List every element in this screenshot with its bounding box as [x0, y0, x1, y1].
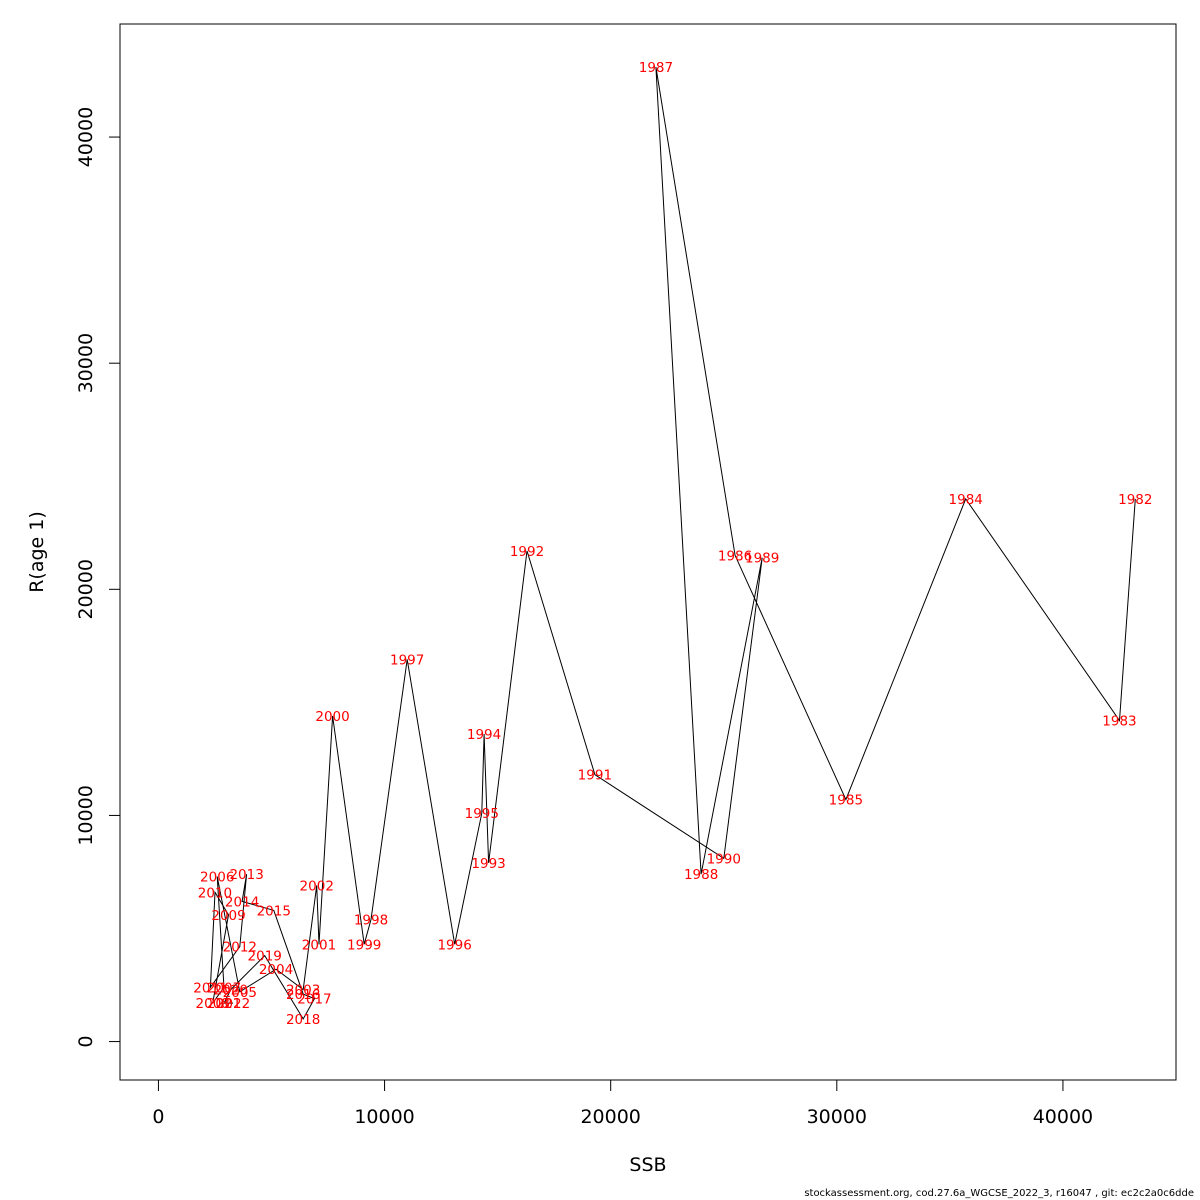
point-label-2004: 2004 — [259, 962, 293, 978]
x-tick-label: 10000 — [354, 1106, 414, 1128]
point-label-1998: 1998 — [354, 912, 388, 928]
series-line — [209, 66, 1136, 1020]
point-label-1997: 1997 — [390, 652, 424, 668]
point-label-2014: 2014 — [225, 894, 259, 910]
point-label-2017: 2017 — [297, 992, 331, 1008]
point-label-2019: 2019 — [248, 949, 282, 965]
point-labels: 1982 1983 1984 1985 1986 1987 1988 1989 1990 1991… — [193, 60, 1152, 1028]
y-tick-label: 20000 — [75, 559, 97, 619]
point-label-2000: 2000 — [315, 709, 349, 725]
point-label-2006: 2006 — [200, 869, 234, 885]
x-tick-label: 40000 — [1033, 1106, 1093, 1128]
x-tick-label: 20000 — [580, 1106, 640, 1128]
point-label-2003: 2003 — [286, 983, 320, 999]
y-axis: 0 10000 20000 30000 40000 — [75, 107, 121, 1048]
point-label-2001: 2001 — [302, 937, 336, 953]
point-label-2002: 2002 — [300, 879, 334, 895]
y-tick-label: 10000 — [75, 785, 97, 845]
point-label-2018: 2018 — [286, 1012, 320, 1028]
point-label-2009: 2009 — [211, 908, 245, 924]
point-label-2013: 2013 — [229, 867, 263, 883]
point-label-2008: 2008 — [196, 996, 230, 1012]
point-label-1996: 1996 — [437, 937, 471, 953]
footer-credit: stockassessment.org, cod.27.6a_WGCSE_202… — [804, 1188, 1194, 1199]
y-tick-label: 30000 — [75, 333, 97, 393]
point-label-1985: 1985 — [829, 793, 863, 809]
point-label-1984: 1984 — [949, 492, 983, 508]
point-label-2021: 2021 — [207, 996, 241, 1012]
point-label-2011: 2011 — [193, 980, 227, 996]
y-axis-label: R(age 1) — [26, 511, 48, 593]
x-axis-label: SSB — [629, 1154, 666, 1176]
point-label-1999: 1999 — [347, 937, 381, 953]
y-tick-label: 40000 — [75, 107, 97, 167]
point-label-1992: 1992 — [510, 544, 544, 560]
point-label-1991: 1991 — [578, 768, 612, 784]
point-label-2007: 2007 — [207, 980, 241, 996]
point-label-1994: 1994 — [467, 727, 501, 743]
point-label-1990: 1990 — [707, 851, 741, 867]
point-label-2012: 2012 — [223, 940, 257, 956]
x-tick-label: 0 — [152, 1106, 164, 1128]
point-label-1995: 1995 — [465, 806, 499, 822]
plot-box — [119, 23, 1177, 1081]
point-label-1986: 1986 — [718, 548, 752, 564]
series-path — [209, 66, 1136, 1020]
point-label-2016: 2016 — [286, 987, 320, 1003]
point-label-2022: 2022 — [216, 996, 250, 1012]
point-label-1982: 1982 — [1118, 492, 1152, 508]
y-tick-label: 0 — [75, 1036, 97, 1048]
point-label-1989: 1989 — [745, 551, 779, 567]
point-label-2010: 2010 — [198, 885, 232, 901]
x-tick-label: 30000 — [807, 1106, 867, 1128]
point-label-2015: 2015 — [257, 903, 291, 919]
point-label-1987: 1987 — [639, 60, 673, 76]
point-label-1983: 1983 — [1102, 713, 1136, 729]
point-label-2005: 2005 — [223, 985, 257, 1001]
point-label-1988: 1988 — [684, 867, 718, 883]
point-label-1993: 1993 — [471, 856, 505, 872]
point-label-2020: 2020 — [214, 983, 248, 999]
x-axis: 0 10000 20000 30000 40000 — [152, 1079, 1093, 1128]
